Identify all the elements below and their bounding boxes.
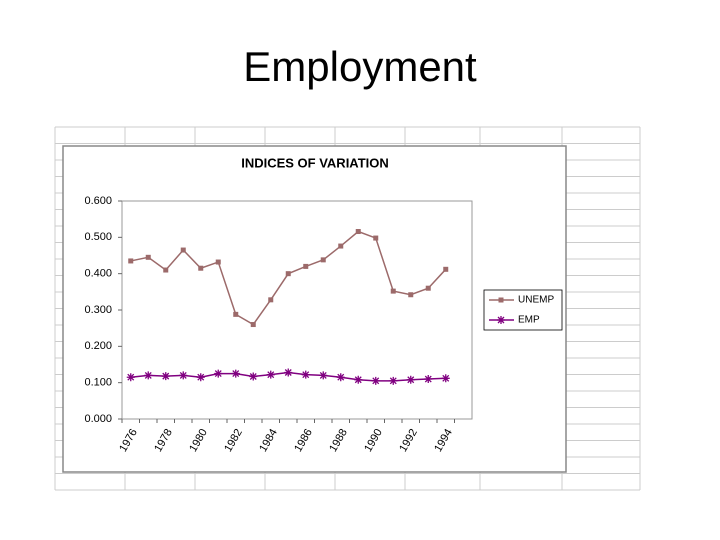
y-tick-label: 0.100 — [84, 377, 112, 389]
marker — [198, 265, 204, 271]
legend-box — [483, 289, 563, 331]
y-tick-label: 0.200 — [84, 340, 112, 352]
marker — [128, 258, 134, 264]
marker — [179, 371, 188, 380]
marker — [161, 372, 170, 381]
marker — [424, 375, 433, 384]
marker — [354, 375, 363, 384]
slide-title: Employment — [243, 43, 477, 90]
marker — [268, 297, 274, 303]
plot-area — [121, 200, 473, 420]
marker — [406, 375, 415, 384]
marker — [389, 376, 398, 385]
marker — [319, 371, 328, 380]
marker — [441, 374, 450, 383]
legend-label: UNEMP — [518, 295, 554, 306]
marker — [163, 267, 169, 273]
marker — [373, 235, 379, 241]
marker — [336, 373, 345, 382]
marker — [303, 263, 309, 269]
marker — [249, 372, 258, 381]
marker — [196, 373, 205, 382]
marker — [126, 373, 135, 382]
legend-label: EMP — [518, 315, 540, 326]
y-tick-label: 0.600 — [84, 195, 112, 207]
marker — [231, 369, 240, 378]
marker — [145, 254, 151, 260]
marker — [355, 229, 361, 235]
marker — [215, 259, 221, 265]
marker — [443, 266, 449, 272]
marker — [214, 369, 223, 378]
marker — [180, 247, 186, 253]
marker — [425, 285, 431, 291]
marker — [301, 370, 310, 379]
chart-title: INDICES OF VARIATION — [241, 155, 389, 170]
marker — [144, 371, 153, 380]
y-tick-label: 0.500 — [84, 231, 112, 243]
marker — [266, 370, 275, 379]
marker — [497, 316, 505, 324]
marker — [250, 322, 256, 328]
marker — [233, 311, 239, 317]
marker — [284, 368, 293, 377]
marker — [371, 376, 380, 385]
y-tick-label: 0.400 — [84, 268, 112, 280]
y-tick-label: 0.000 — [84, 413, 112, 425]
marker — [498, 297, 504, 303]
marker — [408, 292, 414, 298]
marker — [320, 257, 326, 263]
marker — [285, 271, 291, 277]
y-tick-label: 0.300 — [84, 304, 112, 316]
marker — [338, 243, 344, 249]
marker — [390, 288, 396, 294]
